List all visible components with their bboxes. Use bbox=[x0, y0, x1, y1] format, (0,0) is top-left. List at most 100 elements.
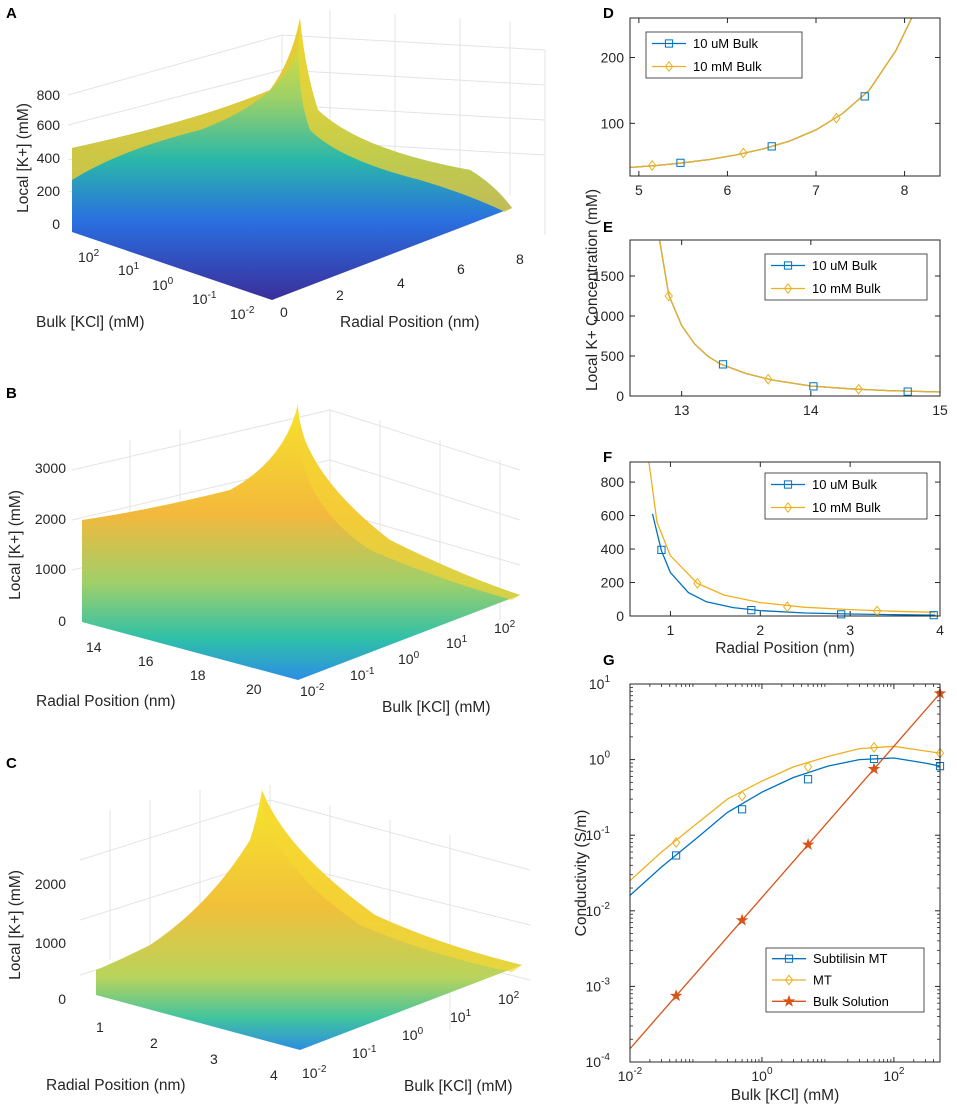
square-marker-icon bbox=[783, 261, 793, 270]
panel-a: A 0 200 400 600 800 Local [K+] (m bbox=[6, 5, 546, 331]
y-tick-label: 10-3 bbox=[586, 976, 611, 994]
x-tick-label: 13 bbox=[674, 402, 690, 418]
data-point bbox=[647, 159, 657, 171]
diamond-marker-icon bbox=[784, 974, 794, 986]
series-line-10-mm-bulk bbox=[659, 240, 940, 393]
y-tick-label: 200 bbox=[601, 50, 625, 66]
svg-text:10-2: 10-2 bbox=[300, 682, 325, 699]
panel-a-right-ticks: 0 2 4 6 8 bbox=[280, 251, 524, 320]
panel-c-left-ticks: 1 2 3 4 bbox=[96, 1019, 278, 1083]
panel-b-right-ticks: 10-2 10-1 100 101 102 bbox=[300, 619, 516, 699]
panel-b-ztick: 1000 bbox=[35, 561, 66, 577]
panel-a-left-label: Bulk [KCl] (mM) bbox=[36, 314, 145, 331]
series-line-mt bbox=[630, 745, 940, 882]
data-point bbox=[671, 837, 681, 849]
panel-a-ztick: 400 bbox=[37, 150, 61, 166]
svg-text:100: 100 bbox=[398, 650, 420, 667]
svg-text:102: 102 bbox=[78, 248, 100, 265]
y-tick-label: 800 bbox=[601, 474, 625, 490]
panel-c-ztick: 1000 bbox=[35, 935, 66, 951]
x-tick-label: 7 bbox=[812, 182, 820, 198]
y-tick-label: 0 bbox=[616, 388, 624, 404]
panel-c-label: C bbox=[6, 755, 17, 772]
data-point bbox=[783, 601, 792, 613]
panel-c-zlabel: Local [K+] (mM) bbox=[7, 870, 24, 980]
data-point bbox=[693, 577, 702, 589]
panel-b-left-ticks: 14 16 18 20 bbox=[86, 639, 262, 697]
series-group bbox=[648, 462, 936, 616]
panel-b-right-label: Bulk [KCl] (mM) bbox=[382, 699, 491, 716]
legend: 10 uM Bulk 10 mM Bulk bbox=[645, 31, 803, 79]
svg-text:10-2: 10-2 bbox=[302, 1064, 327, 1081]
svg-text:100: 100 bbox=[152, 276, 174, 293]
data-point bbox=[854, 383, 863, 395]
data-point bbox=[735, 913, 749, 926]
panel-b-surface bbox=[82, 404, 520, 680]
data-point bbox=[657, 545, 666, 554]
y-tick-label: 10-4 bbox=[586, 1052, 611, 1070]
data-point bbox=[867, 762, 881, 775]
data-point bbox=[669, 989, 683, 1002]
panel-b-right-tick: 10 bbox=[300, 683, 316, 699]
svg-text:101: 101 bbox=[118, 261, 140, 278]
panel-a-right-label: Radial Position (nm) bbox=[340, 314, 480, 331]
panel-c-right-tick: 10 bbox=[302, 1065, 318, 1081]
panel-a-zticks: 0 200 400 600 800 bbox=[37, 87, 61, 232]
panel-a-surface-front bbox=[72, 18, 300, 180]
axes-frame bbox=[629, 683, 941, 1063]
legend-entry: 10 mM Bulk bbox=[693, 59, 762, 74]
legend-entry: 10 mM Bulk bbox=[812, 281, 881, 296]
chart-g-label: G bbox=[603, 652, 615, 669]
y-tick-label: 100 bbox=[601, 115, 625, 131]
x-tick-label: 3 bbox=[846, 622, 854, 638]
axes-frame bbox=[629, 461, 941, 617]
square-marker-icon bbox=[664, 39, 674, 48]
legend-entry: 10 uM Bulk bbox=[812, 477, 878, 492]
axes-frame bbox=[629, 239, 941, 397]
data-point bbox=[672, 851, 681, 860]
y-axis-label: Conductivity (S/m) bbox=[573, 810, 590, 937]
data-point bbox=[747, 606, 756, 615]
x-tick-label: 1 bbox=[667, 622, 675, 638]
panel-a-zlabel: Local [K+] (mM) bbox=[15, 103, 32, 213]
panel-c-left-tick: 4 bbox=[270, 1067, 278, 1083]
square-marker-icon bbox=[784, 954, 794, 963]
legend-entry: MT bbox=[813, 973, 832, 988]
data-point bbox=[664, 290, 673, 302]
panel-b-label: B bbox=[6, 385, 17, 402]
panel-a-left-ticks: 102 101 100 10-1 10-2 bbox=[78, 248, 255, 322]
x-tick-label: 10-2 bbox=[618, 1066, 643, 1084]
panel-c-right-ticks: 10-2 10-1 100 101 102 bbox=[302, 990, 520, 1081]
diamond-marker-icon bbox=[783, 282, 793, 295]
x-axis-label: Bulk [KCl] (mM) bbox=[731, 1087, 840, 1104]
data-point bbox=[767, 142, 776, 151]
panel-b-left-tick: 16 bbox=[138, 653, 154, 669]
chart-d: D 100 200 5 6 7 8 10 uM Bulk 10 mM Bulk bbox=[601, 5, 941, 198]
legend-entry: Subtilisin MT bbox=[813, 951, 887, 966]
diamond-marker-icon bbox=[783, 501, 793, 514]
data-point bbox=[903, 387, 912, 396]
panel-a-left-tick: 10 bbox=[230, 306, 246, 322]
panel-c-ztick: 0 bbox=[58, 991, 66, 1007]
panel-c-right-tick: 10 bbox=[450, 1009, 466, 1025]
y-tick-label: 600 bbox=[601, 508, 625, 524]
svg-text:101: 101 bbox=[450, 1008, 472, 1025]
panel-b-zlabel: Local [K+] (mM) bbox=[7, 490, 24, 600]
x-tick-label: 5 bbox=[635, 182, 643, 198]
legend-entry: 10 uM Bulk bbox=[693, 36, 759, 51]
panel-b-right-tick: 10 bbox=[494, 620, 510, 636]
data-point bbox=[676, 158, 685, 167]
axes-frame bbox=[629, 17, 941, 177]
legend: 10 uM Bulk 10 mM Bulk bbox=[764, 472, 928, 520]
chart-d-label: D bbox=[603, 5, 614, 22]
chart-f: F 0 200 400 600 800 1 2 3 4 Radial Position (nm) 10… bbox=[601, 449, 944, 657]
series-line-10-mm-bulk bbox=[630, 18, 913, 169]
panel-c-left-tick: 3 bbox=[210, 1051, 218, 1067]
svg-text:101: 101 bbox=[446, 634, 468, 651]
panel-c-left-label: Radial Position (nm) bbox=[46, 1077, 186, 1094]
series-group bbox=[630, 18, 913, 169]
panel-b-left-label: Radial Position (nm) bbox=[36, 693, 176, 710]
data-point bbox=[763, 373, 773, 385]
data-point bbox=[832, 112, 841, 124]
